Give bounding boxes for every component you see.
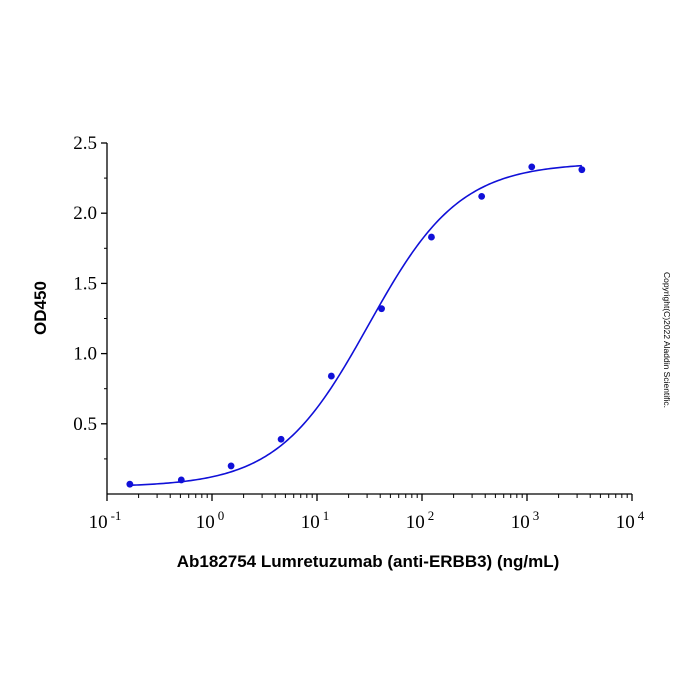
data-point [277,435,285,443]
data-point [378,305,385,313]
data-point [478,192,486,200]
ticks: 0.5 1.0 1.5 2.0 2.5 10 -1 10 0 10 1 10 2 10 3 10 4 [73,133,645,533]
data-point [428,233,435,241]
fit-curve [129,164,582,487]
fit-curve-group [129,164,582,487]
data-point [327,372,335,380]
y-tick-label: 1.0 [73,344,97,365]
x-tick-label: 10 -1 [89,508,122,533]
data-point [177,476,185,484]
x-tick-label: 10 2 [406,508,435,533]
y-tick-label: 1.5 [73,273,97,294]
x-tick-label: 10 1 [301,508,330,533]
x-tick-label: 10 3 [511,508,540,533]
data-points [126,163,586,488]
y-axis-title: OD450 [31,281,50,335]
x-tick-label: 10 0 [196,508,225,533]
data-point [578,166,586,174]
y-tick-label: 0.5 [73,414,97,435]
copyright-text: Copyright(C)2022 Aladdin Scientific. [662,272,672,408]
data-point [126,480,134,488]
data-point [227,462,235,470]
data-point [528,163,536,171]
axes [106,143,632,495]
x-axis-title: Ab182754 Lumretuzumab (anti-ERBB3) (ng/m… [177,552,560,571]
y-tick-label: 2.5 [73,133,97,154]
y-tick-label: 2.0 [73,203,97,224]
x-tick-label: 10 4 [616,508,645,533]
